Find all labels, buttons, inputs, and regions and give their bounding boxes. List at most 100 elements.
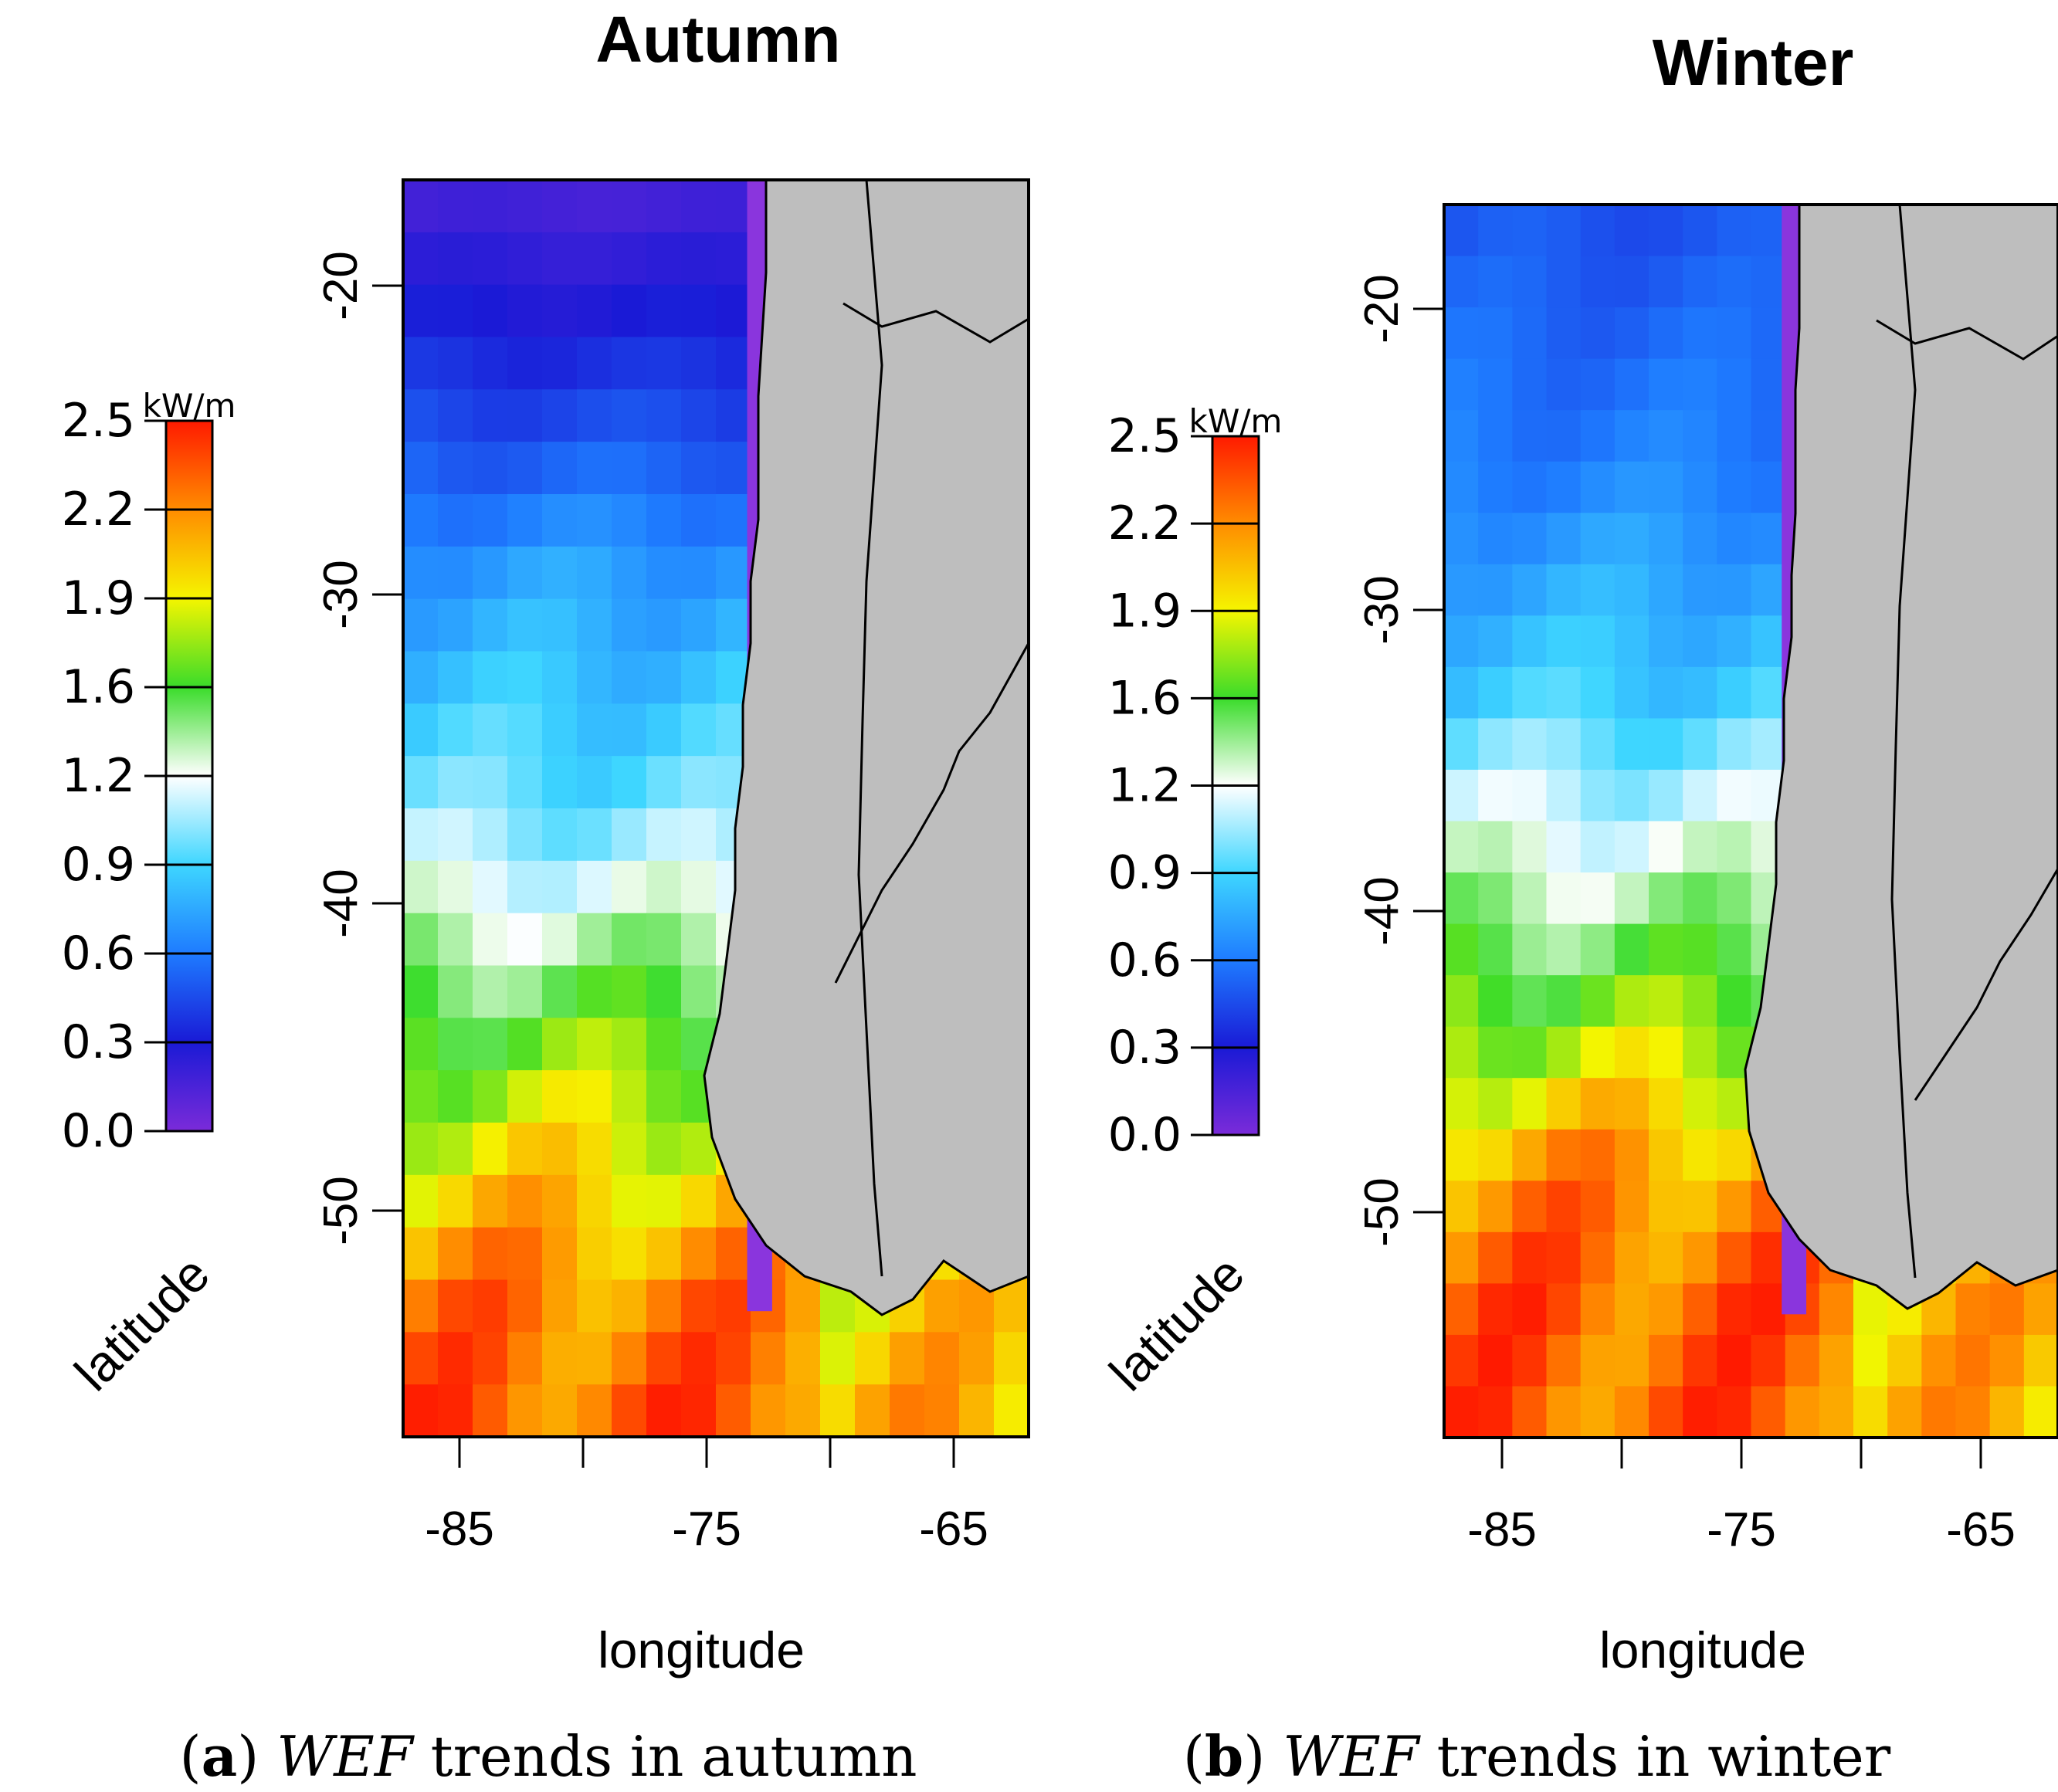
field-cell [1546, 769, 1582, 822]
field-cell [646, 1384, 682, 1437]
field-cell [507, 442, 543, 495]
field-cell [1751, 564, 1786, 616]
field-cell [716, 1332, 751, 1385]
field-cell [1717, 1231, 1752, 1284]
field-cell [1444, 1129, 1479, 1181]
x-axis: -85 -75 -65 [1467, 1438, 2016, 1557]
field-cell [473, 494, 508, 547]
field-cell [577, 232, 612, 286]
field-cell [646, 1174, 682, 1228]
field-cell [1580, 1231, 1616, 1284]
field-cell [1614, 564, 1649, 616]
field-cell [1512, 615, 1548, 668]
field-cell [1614, 256, 1649, 308]
field-cell [1580, 1129, 1616, 1181]
panel-winter: Winter kW/m 0.00.30.60.91.21.61.92.22.5 … [1098, 26, 2058, 1789]
field-cell [716, 232, 751, 286]
field-cell [1955, 1334, 1991, 1387]
field-cell [1478, 718, 1513, 771]
field-cell [1444, 923, 1479, 976]
field-cell [542, 1384, 578, 1437]
field-cell [716, 598, 751, 652]
field-cell [1683, 975, 1717, 1028]
field-cell [681, 808, 717, 862]
field-cell [1478, 513, 1513, 565]
field-cell [1580, 1334, 1616, 1387]
x-tick-label: -75 [1707, 1503, 1776, 1557]
colorbar-tick-label: 0.6 [1108, 933, 1182, 987]
field-cell [1478, 821, 1513, 873]
field-cell [473, 1384, 508, 1437]
field-cell [542, 860, 578, 914]
field-cell [1478, 1181, 1513, 1233]
field-cell [473, 913, 508, 967]
field-cell [1717, 923, 1752, 976]
field-cell [646, 651, 682, 704]
field-cell [1546, 307, 1582, 360]
field-cell [438, 598, 473, 652]
field-cell [542, 703, 578, 757]
field-cell [1614, 1181, 1649, 1233]
field-cell [646, 494, 682, 547]
field-cell [1717, 1283, 1752, 1336]
field-cell [681, 1279, 717, 1333]
field-cell [612, 756, 647, 809]
field-cell [1444, 256, 1479, 308]
field-cell [1683, 923, 1717, 976]
field-cell [681, 389, 717, 442]
field-cell [1478, 1078, 1513, 1130]
field-cell [716, 1227, 751, 1281]
field-cell [1512, 256, 1548, 308]
field-cell [403, 1123, 439, 1176]
colorbar-tick-label: 1.6 [1108, 671, 1182, 725]
field-cell [1614, 1078, 1649, 1130]
field-cell [1717, 1181, 1752, 1233]
field-cell [681, 598, 717, 652]
field-cell [1546, 615, 1582, 668]
field-cell [1444, 769, 1479, 822]
field-cell [438, 442, 473, 495]
field-cell [1444, 1283, 1479, 1336]
field-cell [473, 808, 508, 862]
y-tick-label: -40 [314, 869, 368, 938]
x-axis-label: longitude [1599, 1621, 1806, 1679]
field-cell [612, 337, 647, 390]
field-cell [1478, 769, 1513, 822]
field-cell [1751, 461, 1786, 513]
field-cell [1512, 358, 1548, 411]
field-cell [473, 1279, 508, 1333]
field-cell [507, 180, 543, 233]
y-tick-label: -50 [314, 1176, 368, 1245]
field-cell [473, 598, 508, 652]
field-cell [612, 1070, 647, 1123]
field-cell [1546, 410, 1582, 462]
field-cell [403, 1279, 439, 1333]
field-cell [507, 1123, 543, 1176]
field-cell [473, 1332, 508, 1385]
field-cell [577, 1332, 612, 1385]
field-cell [507, 1279, 543, 1333]
field-cell [716, 494, 751, 547]
field-cell [785, 1332, 821, 1385]
field-cell [1546, 975, 1582, 1028]
field-cell [1683, 461, 1717, 513]
y-tick-label: -30 [1355, 575, 1409, 645]
field-cell [1444, 1386, 1479, 1438]
field-cell [1614, 1231, 1649, 1284]
field-cell [1546, 1181, 1582, 1233]
atlantic-coast [1914, 868, 2058, 1101]
field-cell [1478, 410, 1513, 462]
field-cell [542, 808, 578, 862]
field-cell [1717, 358, 1752, 411]
field-cell [1444, 872, 1479, 925]
field-cell [646, 860, 682, 914]
field-cell [1717, 205, 1752, 257]
map-area [1444, 205, 2058, 1438]
field-cell [1580, 769, 1616, 822]
field-cell [785, 1384, 821, 1437]
field-cell [1921, 1334, 1957, 1387]
field-cell [1512, 923, 1548, 976]
y-axis-label: latitude [1098, 1245, 1255, 1401]
field-cell [577, 337, 612, 390]
field-cell [1580, 872, 1616, 925]
